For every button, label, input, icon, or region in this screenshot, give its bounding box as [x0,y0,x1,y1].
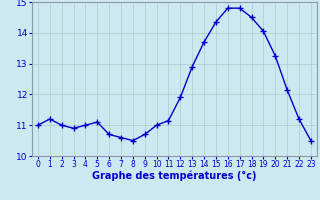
X-axis label: Graphe des températures (°c): Graphe des températures (°c) [92,171,257,181]
